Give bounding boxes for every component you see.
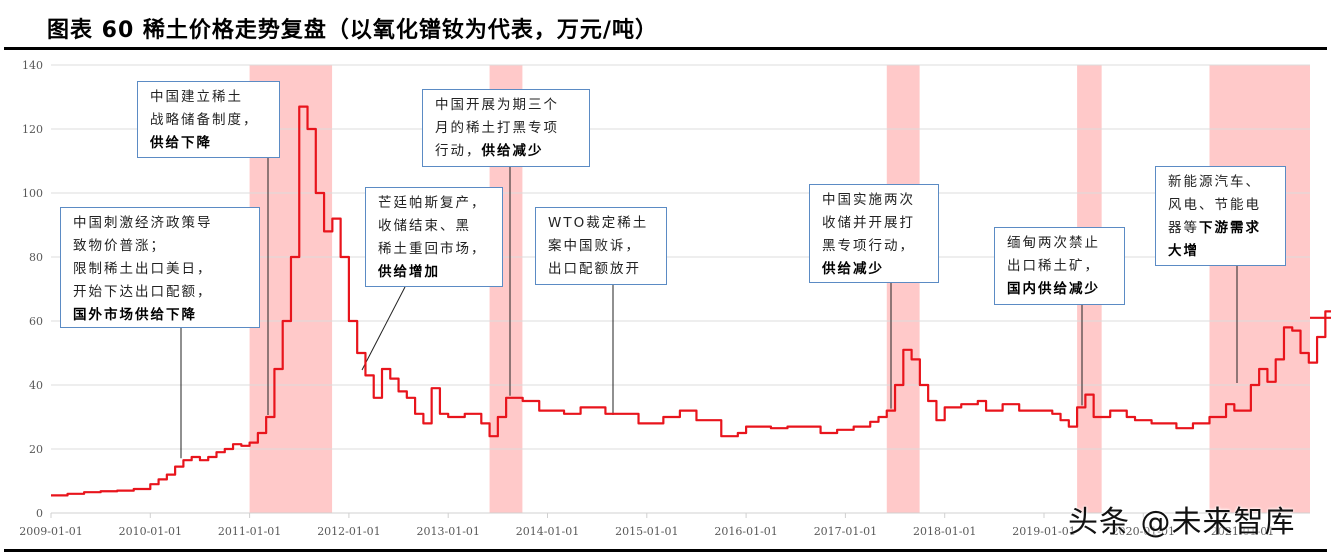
x-tick-label: 2011-01-01 <box>218 525 281 538</box>
annotation-a4: 中国开展为期三个 月的稀土打黑专项 行动，供给减少 <box>422 89 590 167</box>
x-tick-label: 2016-01-01 <box>714 525 777 538</box>
x-axis-ticks: 2009-01-01 2010-01-01 2011-01-01 2012-01-01… <box>19 513 1274 538</box>
x-tick-label: 2012-01-01 <box>317 525 380 538</box>
x-tick-label: 2009-01-01 <box>19 525 82 538</box>
annotation-a3: 芒廷帕斯复产， 收储结束、黑 稀土重回市场， 供给增加 <box>365 187 503 287</box>
y-tick-label: 40 <box>29 379 43 392</box>
annotation-a8: 新能源汽车、 风电、节能电 器等下游需求 大增 <box>1155 166 1286 266</box>
x-tick-label: 2014-01-01 <box>516 525 579 538</box>
shaded-periods <box>249 65 1310 513</box>
watermark: 头条 @未来智库 <box>1068 505 1296 540</box>
annotation-pointer-a3 <box>361 286 406 371</box>
x-tick-label: 2013-01-01 <box>416 525 479 538</box>
y-tick-label: 80 <box>29 251 43 264</box>
y-axis-ticks: 0 20 40 60 80 100 120 140 <box>22 59 43 520</box>
bottom-divider <box>4 549 1327 552</box>
y-tick-label: 100 <box>22 187 43 200</box>
annotation-pointers <box>180 158 1238 459</box>
x-tick-label: 2010-01-01 <box>119 525 182 538</box>
annotation-a2: 中国建立稀土 战略储备制度， 供给下降 <box>137 81 280 158</box>
y-tick-label: 140 <box>22 59 43 72</box>
x-tick-label: 2019-01-01 <box>1012 525 1075 538</box>
x-tick-label: 2020-01-01 <box>1112 525 1175 538</box>
annotation-a5: WTO裁定稀土 案中国败诉， 出口配额放开 <box>535 207 667 285</box>
y-tick-label: 60 <box>29 315 43 328</box>
price-series-line <box>51 105 1331 497</box>
annotation-a6: 中国实施两次 收储并开展打 黑专项行动， 供给减少 <box>809 184 939 283</box>
title-divider <box>4 47 1327 50</box>
x-tick-label: 2017-01-01 <box>814 525 877 538</box>
y-tick-label: 0 <box>36 507 43 520</box>
x-tick-label: 2018-01-01 <box>913 525 976 538</box>
shaded-period-4 <box>1209 65 1310 513</box>
shaded-period-2 <box>886 65 920 513</box>
x-tick-label: 2015-01-01 <box>615 525 678 538</box>
annotation-a7: 缅甸两次禁止 出口稀土矿， 国内供给减少 <box>994 227 1125 305</box>
figure-title: 图表 60 稀土价格走势复盘（以氧化镨钕为代表，万元/吨） <box>47 18 658 43</box>
y-tick-label: 20 <box>29 443 43 456</box>
y-tick-label: 120 <box>22 123 43 136</box>
x-tick-label: 2021-01-01 <box>1211 525 1274 538</box>
annotation-a1: 中国刺激经济政策导 致物价普涨； 限制稀土出口美日， 开始下达出口配额， 国外市… <box>60 207 260 328</box>
